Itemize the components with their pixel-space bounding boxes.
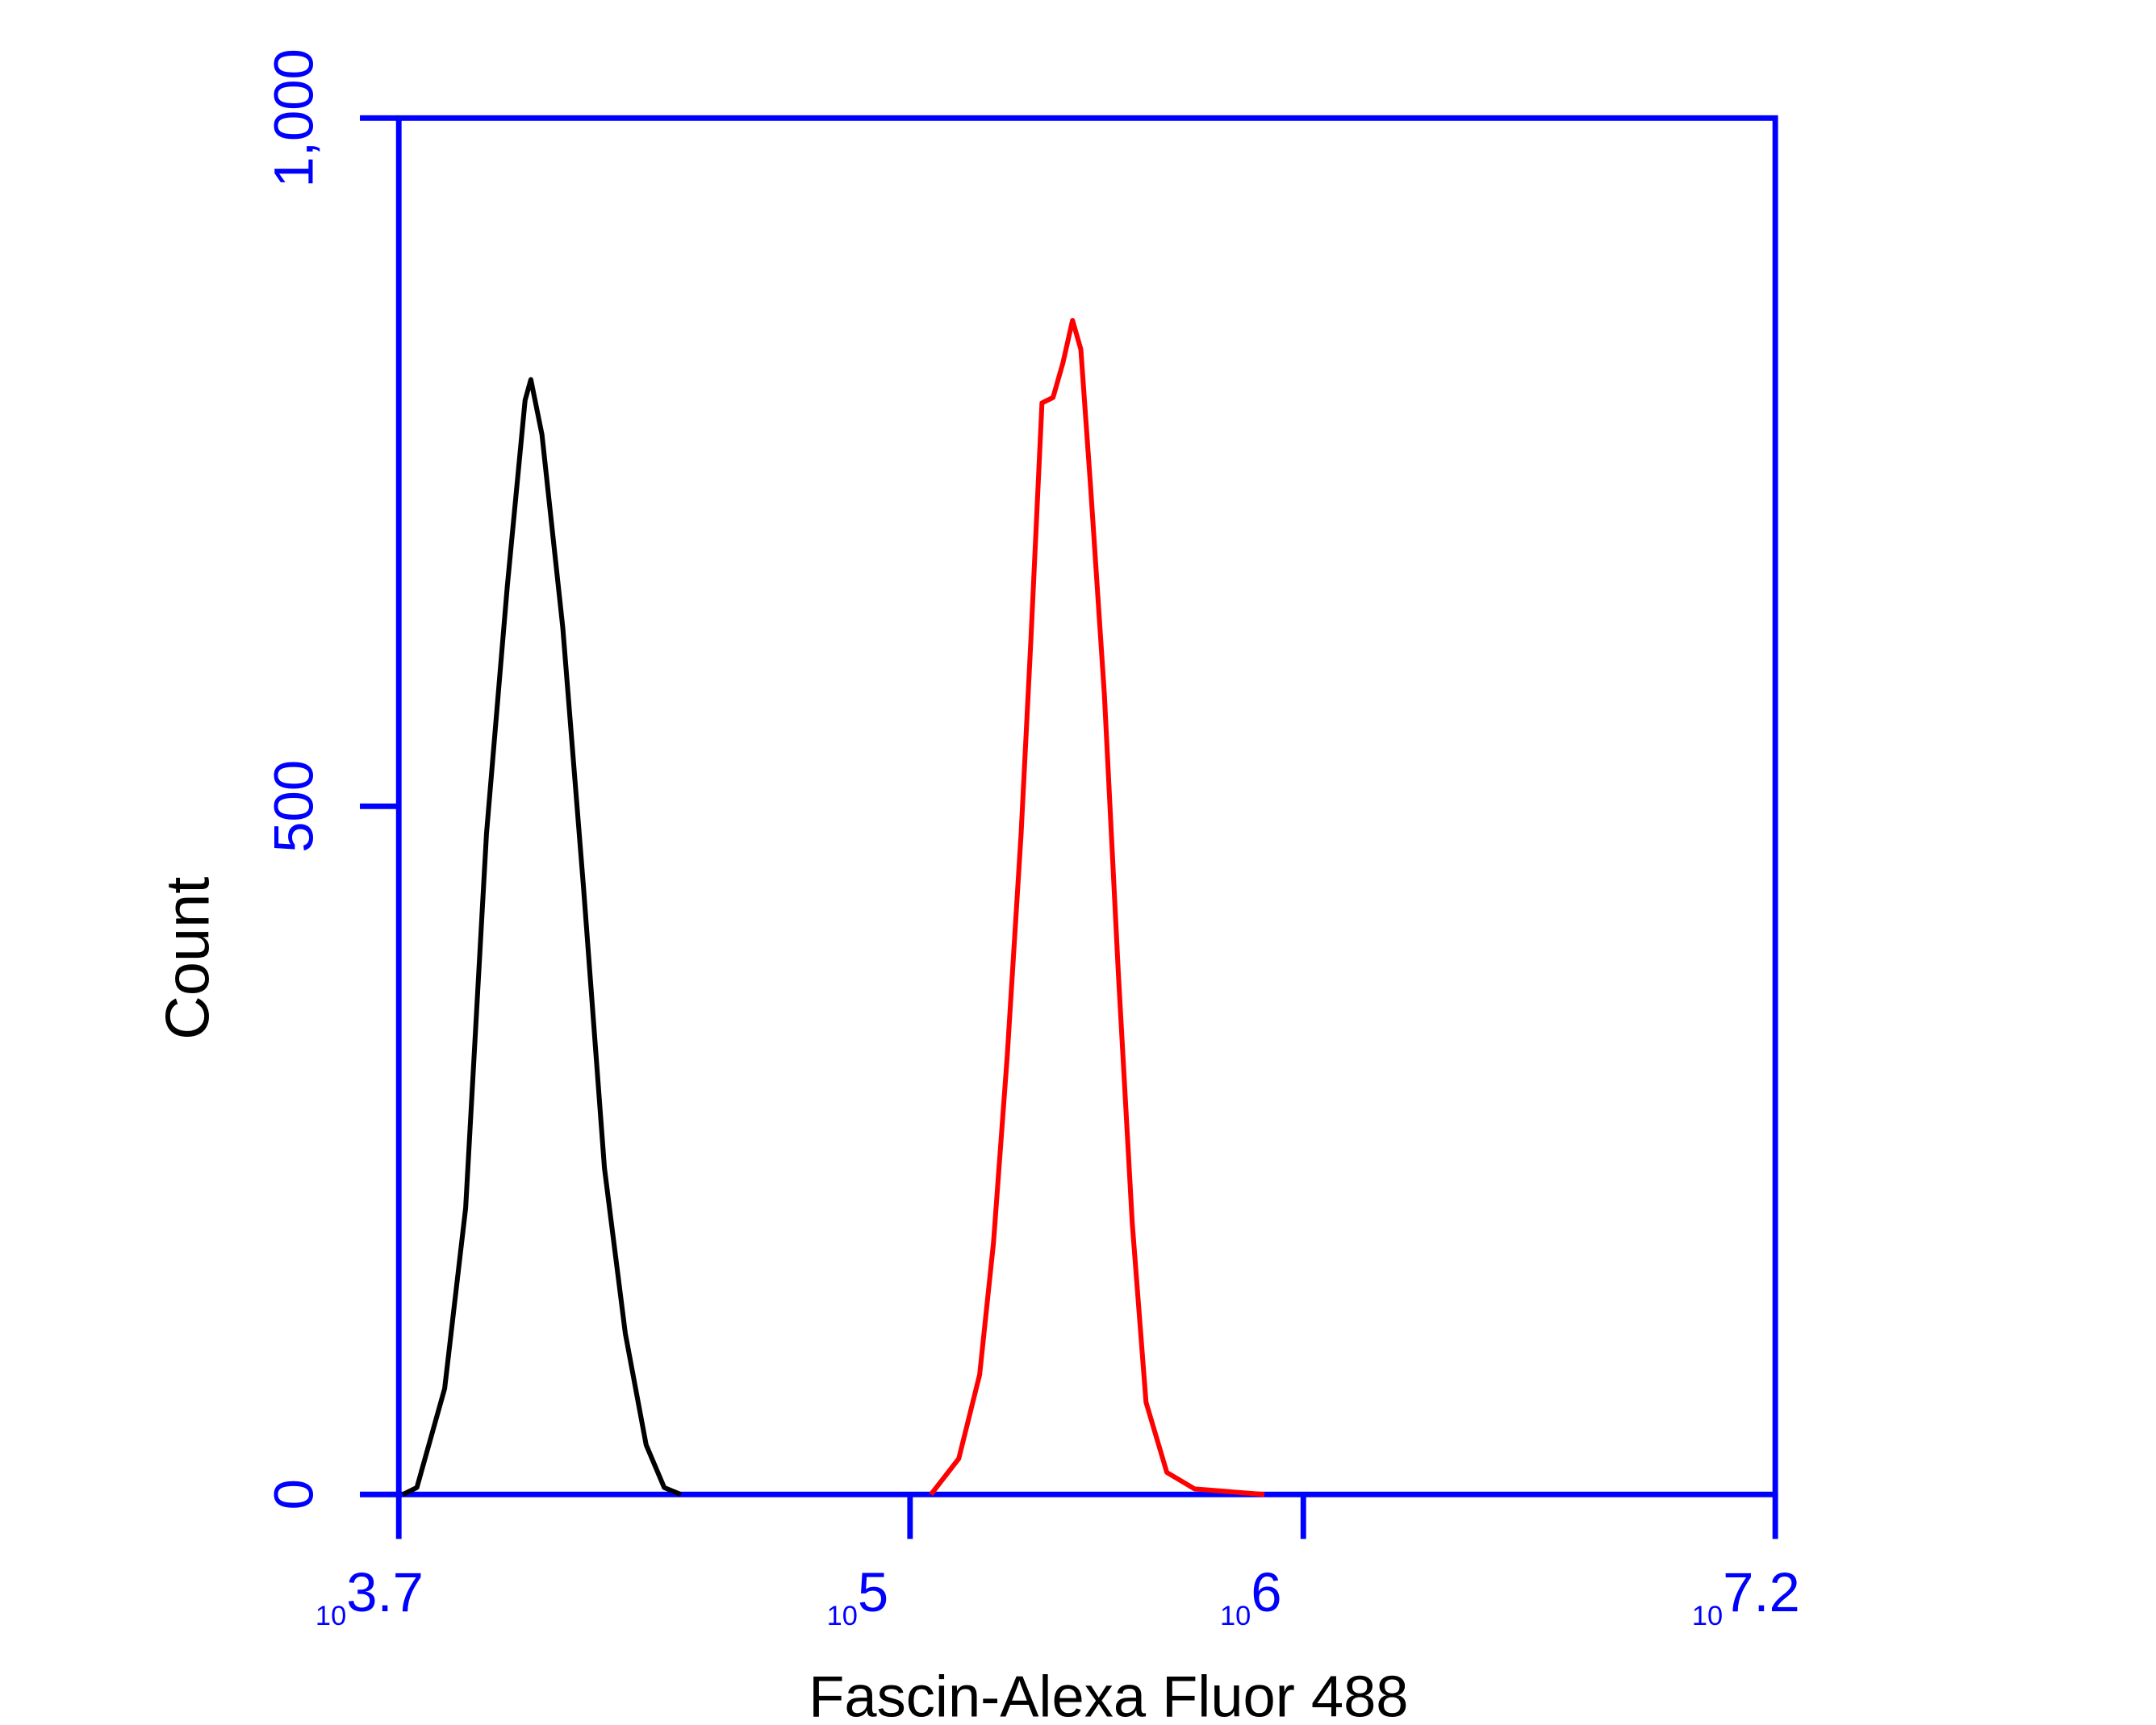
y-axis-label: Count — [153, 877, 222, 1040]
histogram-line — [402, 377, 682, 1497]
x-tick-label: 106 — [1220, 1561, 1282, 1631]
y-tick-label: 0 — [262, 1479, 324, 1510]
y-tick-label: 500 — [262, 760, 324, 853]
x-axis-label: Fascin-Alexa Fluor 488 — [808, 1665, 1408, 1725]
x-tick-label: 103.7 — [315, 1561, 424, 1631]
x-tick-label: 105 — [827, 1561, 889, 1631]
y-tick-label: 1,000 — [262, 48, 324, 187]
histogram-line — [929, 318, 1265, 1497]
plot-frame — [395, 115, 1778, 1497]
x-tick-label: 107.2 — [1692, 1561, 1800, 1631]
